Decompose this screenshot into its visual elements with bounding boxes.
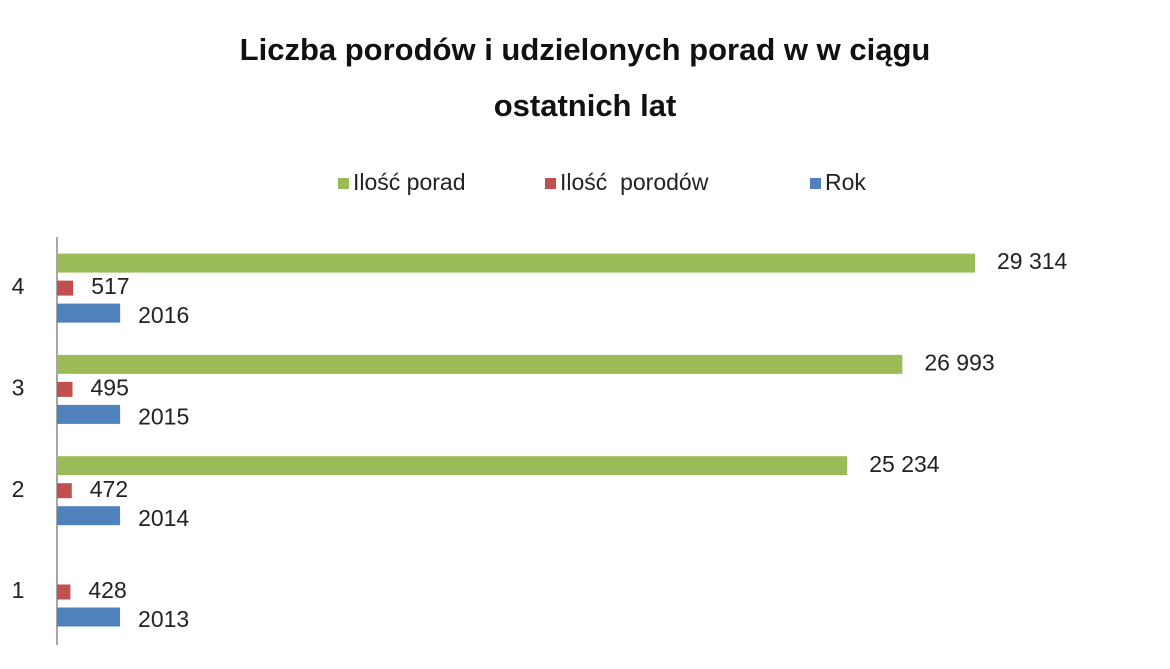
legend-swatch	[338, 178, 349, 189]
bar	[57, 253, 975, 273]
bar	[57, 483, 72, 499]
y-tick-label: 2	[12, 476, 25, 502]
value-label: 428	[88, 577, 126, 603]
bar	[57, 404, 121, 424]
bar	[57, 381, 73, 397]
bar	[57, 303, 121, 323]
value-label: 2015	[138, 403, 189, 429]
chart-title: Liczba porodów i udzielonych porad w w c…	[239, 32, 931, 123]
bar	[57, 456, 848, 476]
bar	[57, 280, 74, 296]
legend-label: Ilość porad	[353, 169, 466, 195]
value-label: 26 993	[924, 349, 994, 375]
value-label: 472	[90, 476, 128, 502]
legend-swatch	[810, 178, 821, 189]
value-label: 25 234	[869, 451, 940, 477]
value-label: 2016	[138, 302, 189, 328]
y-tick-label: 1	[12, 577, 25, 603]
value-label: 2014	[138, 505, 189, 531]
value-label: 2013	[138, 606, 189, 632]
legend-swatch	[545, 178, 556, 189]
y-tick-label: 4	[12, 273, 25, 299]
value-label: 517	[91, 273, 129, 299]
value-label: 29 314	[997, 248, 1068, 274]
legend-label: Ilość porodów	[560, 169, 709, 195]
legend-label: Rok	[825, 169, 866, 195]
bar	[57, 607, 121, 627]
bar	[57, 584, 71, 600]
bar	[57, 506, 121, 526]
value-label: 495	[91, 374, 129, 400]
bar	[57, 354, 903, 374]
y-tick-label: 3	[12, 374, 25, 400]
